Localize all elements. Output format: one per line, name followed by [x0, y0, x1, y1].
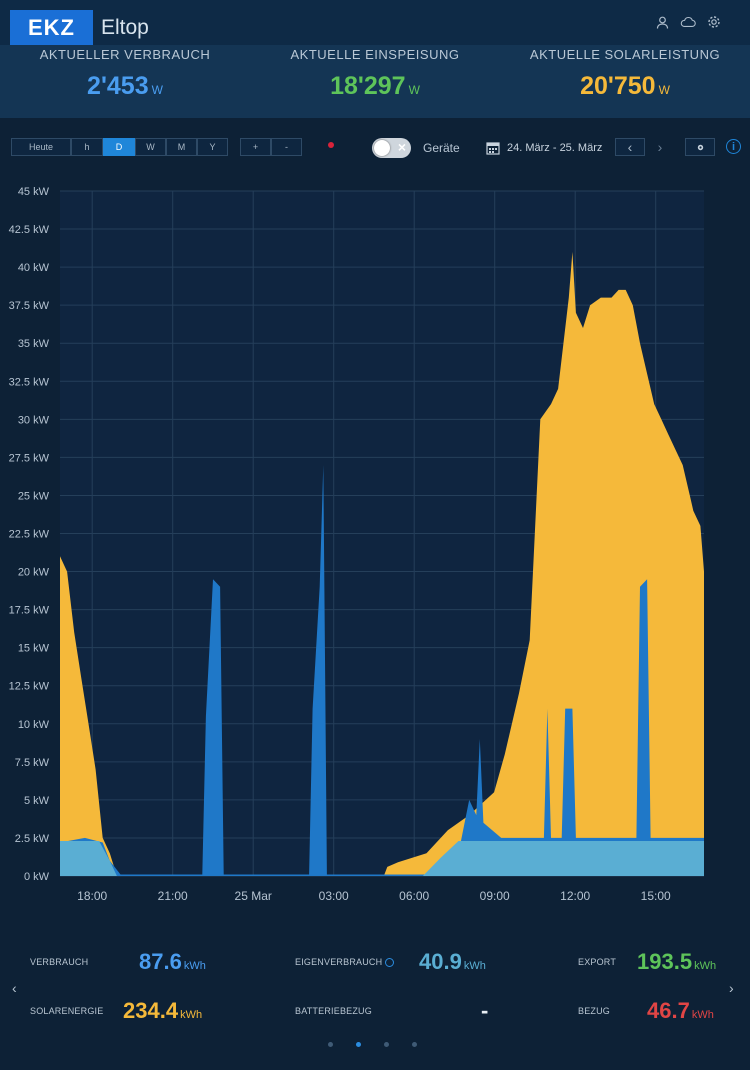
prev-date-button[interactable]: ‹	[615, 138, 645, 156]
summary-label-export: EXPORT	[578, 957, 617, 967]
cloud-icon[interactable]	[680, 14, 696, 30]
app-name: Eltop	[101, 16, 149, 39]
x-tick-label: 12:00	[560, 889, 590, 903]
stat-label: AKTUELLER VERBRAUCH	[39, 47, 211, 62]
gear-icon	[697, 144, 703, 150]
page-dots	[328, 1042, 417, 1047]
range-heute-button[interactable]: Heute	[11, 138, 71, 156]
y-tick-label: 5 kW	[24, 795, 50, 807]
next-date-button[interactable]: ›	[657, 139, 663, 155]
date-range[interactable]: 24. März - 25. März	[507, 142, 603, 154]
summary-label-verbrauch: VERBRAUCH	[30, 957, 89, 967]
devices-label: Geräte	[423, 141, 460, 155]
live-stats: AKTUELLER VERBRAUCH 2'453 W AKTUELLE EINS…	[0, 45, 750, 118]
y-tick-label: 35 kW	[18, 338, 50, 350]
summary-label-eigenverbrauch: EIGENVERBRAUCH	[295, 957, 395, 968]
zoom-in-button[interactable]: +	[240, 138, 271, 156]
header-icons	[654, 14, 722, 30]
y-tick-label: 12.5 kW	[9, 681, 50, 693]
x-tick-label: 09:00	[480, 889, 510, 903]
range-week-button[interactable]: W	[135, 138, 166, 156]
y-tick-label: 22.5 kW	[9, 529, 50, 541]
top-bar: EKZ Eltop	[0, 0, 750, 45]
range-hour-button[interactable]: h	[71, 138, 103, 156]
summary-label-batteriebezug: BATTERIEBEZUG	[295, 1006, 372, 1016]
y-tick-label: 20 kW	[18, 567, 50, 579]
info-icon[interactable]: i	[726, 139, 741, 154]
energy-summary: VERBRAUCH 87.6 kWh EIGENVERBRAUCH 40.9 kWh…	[0, 940, 750, 1070]
range-day-button[interactable]: D	[103, 138, 135, 156]
stat-einspeisung: AKTUELLE EINSPEISUNG 18'297 W	[250, 45, 500, 101]
y-tick-label: 25 kW	[18, 490, 50, 502]
y-axis: 45 kW 42.5 kW 40 kW 37.5 kW 35 kW 32.5 kW 30 k…	[9, 186, 50, 883]
ekz-logo[interactable]: EKZ	[10, 10, 93, 45]
stat-label: AKTUELLE SOLARLEISTUNG	[529, 47, 721, 62]
y-tick-label: 2.5 kW	[15, 833, 50, 845]
calendar-icon[interactable]	[486, 141, 500, 160]
y-tick-label: 0 kW	[24, 871, 50, 883]
stat-value: 18'297 W	[330, 72, 420, 100]
page-dot[interactable]	[412, 1042, 417, 1047]
live-indicator-dot	[328, 142, 334, 148]
verbrauch-area	[60, 465, 704, 876]
y-tick-label: 15 kW	[18, 643, 50, 655]
stat-label: AKTUELLE EINSPEISUNG	[290, 47, 460, 62]
solar-area	[60, 251, 704, 876]
summary-label-bezug: BEZUG	[578, 1006, 611, 1016]
range-year-button[interactable]: Y	[197, 138, 228, 156]
x-tick-label: 06:00	[399, 889, 429, 903]
chart-series	[60, 251, 704, 876]
summary-value-verbrauch: 87.6 kWh	[139, 949, 206, 974]
summary-value-eigenverbrauch: 40.9 kWh	[419, 949, 486, 974]
energy-chart[interactable]: 45 kW 42.5 kW 40 kW 37.5 kW 35 kW 32.5 kW 30 k…	[0, 180, 750, 910]
chart-settings-button[interactable]	[685, 138, 715, 156]
y-tick-label: 45 kW	[18, 186, 50, 198]
x-tick-label: 18:00	[77, 889, 107, 903]
summary-label-solarenergie: SOLARENERGIE	[30, 1006, 104, 1016]
y-tick-label: 32.5 kW	[9, 376, 50, 388]
page-dot[interactable]	[384, 1042, 389, 1047]
range-month-button[interactable]: M	[166, 138, 197, 156]
y-tick-label: 37.5 kW	[9, 300, 50, 312]
eigenverbrauch-area	[422, 841, 704, 876]
y-tick-label: 10 kW	[18, 719, 50, 731]
x-tick-label: 03:00	[319, 889, 349, 903]
info-icon[interactable]	[385, 958, 395, 968]
stat-verbrauch: AKTUELLER VERBRAUCH 2'453 W	[0, 45, 250, 101]
summary-value-solarenergie: 234.4 kWh	[123, 998, 203, 1023]
page-dot-active[interactable]	[356, 1042, 361, 1047]
stat-value: 20'750 W	[580, 72, 670, 100]
stat-value: 2'453 W	[87, 72, 163, 100]
gear-icon[interactable]	[706, 14, 722, 30]
x-tick-label: 21:00	[158, 889, 188, 903]
summary-value-bezug: 46.7 kWh	[647, 998, 714, 1023]
summary-value-batteriebezug: -	[481, 998, 489, 1023]
summary-next-arrow[interactable]: ›	[729, 980, 734, 996]
eigenverbrauch-area	[60, 841, 117, 876]
devices-toggle[interactable]: ×	[372, 138, 411, 158]
user-icon[interactable]	[654, 14, 670, 30]
summary-prev-arrow[interactable]: ‹	[12, 980, 17, 996]
summary-value-export: 193.5 kWh	[637, 949, 717, 974]
x-tick-label: 25 Mar	[235, 889, 272, 903]
y-tick-label: 30 kW	[18, 414, 50, 426]
y-tick-label: 27.5 kW	[9, 452, 50, 464]
x-axis: 18:00 21:00 25 Mar 03:00 06:00 09:00 12:00 15:0…	[77, 889, 671, 903]
y-tick-label: 7.5 kW	[15, 757, 50, 769]
y-tick-label: 42.5 kW	[9, 224, 50, 236]
y-tick-label: 17.5 kW	[9, 605, 50, 617]
chart-controls: Heute h D W M Y + - ‹ ›	[0, 130, 750, 166]
stat-solarleistung: AKTUELLE SOLARLEISTUNG 20'750 W	[500, 45, 750, 101]
x-tick-label: 15:00	[641, 889, 671, 903]
page-dot[interactable]	[328, 1042, 333, 1047]
zoom-out-button[interactable]: -	[271, 138, 302, 156]
close-icon: ×	[397, 139, 406, 155]
toggle-knob	[374, 140, 390, 156]
y-tick-label: 40 kW	[18, 262, 50, 274]
